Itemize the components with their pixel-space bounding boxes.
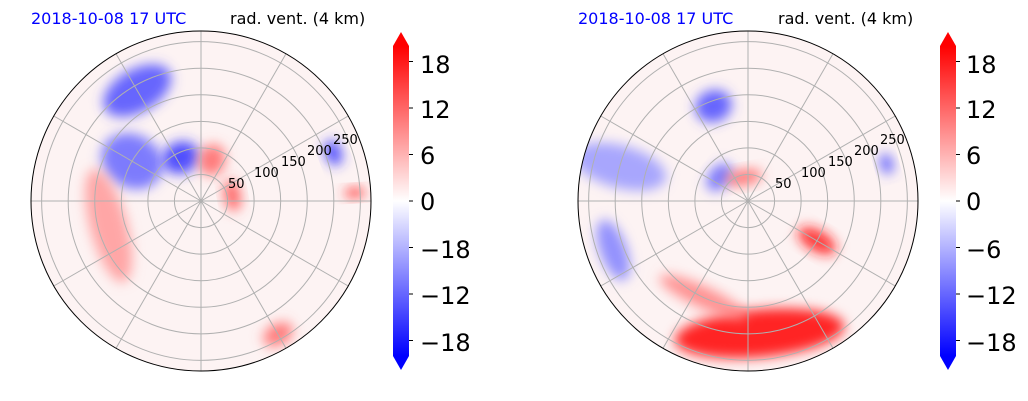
- panel-title-field: rad. vent. (4 km): [778, 9, 913, 28]
- colorbar-extend-bottom: [940, 356, 956, 370]
- colorbar-tick-label: 18: [966, 51, 997, 79]
- polar-frame: [577, 30, 919, 372]
- ring-labels: 50 100 150 200 250: [228, 133, 358, 192]
- blue-patch: [706, 163, 733, 192]
- colorbar-tick-label: 0: [966, 188, 981, 216]
- blue-patch: [324, 140, 343, 166]
- grid-spoke: [747, 115, 896, 202]
- red-patch: [725, 168, 763, 186]
- grid-spoke: [747, 53, 834, 202]
- ring-label: 150: [281, 155, 306, 170]
- polar-panel-left: 2018-10-08 17 UTC rad. vent. (4 km) 50 1…: [30, 9, 471, 372]
- ring-label: 100: [801, 166, 826, 181]
- colorbar-extend-top: [940, 32, 956, 46]
- colorbar-extend-top: [393, 32, 409, 46]
- ring-label: 200: [854, 144, 879, 159]
- grid-spoke: [200, 115, 349, 202]
- grid-spoke: [53, 115, 202, 202]
- grid-spoke: [115, 200, 202, 349]
- grid-spoke: [662, 200, 749, 349]
- ring-label: 150: [828, 155, 853, 170]
- grid-spoke: [115, 53, 202, 202]
- blue-patch: [879, 153, 894, 175]
- polar-panel-right: 2018-10-08 17 UTC rad. vent. (4 km) 50 1…: [577, 9, 1017, 372]
- colorbar-body: [393, 46, 409, 356]
- colorbar-extend-bottom: [393, 356, 409, 370]
- colorbar-body: [940, 46, 956, 356]
- panel-title-field: rad. vent. (4 km): [230, 9, 365, 28]
- panel-title-time: 2018-10-08 17 UTC: [31, 9, 186, 28]
- ring-label: 50: [775, 177, 792, 192]
- grid-spoke: [200, 200, 287, 349]
- colorbar-tick-label: −12: [420, 282, 471, 310]
- colorbar-tick-label: 0: [420, 188, 435, 216]
- colorbar-tick-label: 6: [966, 142, 981, 170]
- ring-labels: 50 100 150 200 250: [775, 133, 905, 192]
- ring-label: 200: [307, 144, 332, 159]
- colorbar-tick-label: −18: [966, 329, 1017, 357]
- colorbar-tick-label: 12: [420, 96, 451, 124]
- ring-label: 100: [254, 166, 279, 181]
- grid-spoke: [200, 200, 349, 287]
- colorbar-tick-label: 12: [966, 96, 997, 124]
- grid-spoke: [200, 53, 287, 202]
- colorbar-tick-label: −18: [420, 329, 471, 357]
- grid-spoke: [600, 115, 749, 202]
- colorbar: 18 12 6 0 −6 −12 −18: [940, 32, 1017, 370]
- red-patch: [224, 179, 241, 212]
- red-patch: [85, 169, 133, 283]
- colorbar: 18 12 6 0 −18 −12 −18: [393, 32, 471, 370]
- red-patch: [198, 144, 226, 176]
- polar-frame: [30, 30, 372, 372]
- colorbar-tick-label: 6: [420, 142, 435, 170]
- colorbar-tick-label: −6: [966, 236, 1001, 264]
- colorbar-tick-label: 18: [420, 51, 451, 79]
- ring-label: 50: [228, 177, 245, 192]
- colorbar-tick-label: −18: [420, 236, 471, 264]
- ring-label: 250: [333, 133, 358, 148]
- polar-grid: [578, 31, 918, 371]
- ring-label: 250: [880, 133, 905, 148]
- panel-title-time: 2018-10-08 17 UTC: [578, 9, 733, 28]
- blue-patch: [596, 219, 630, 281]
- grid-spoke: [747, 200, 896, 287]
- grid-spoke: [662, 53, 749, 202]
- grid-spoke: [747, 200, 834, 349]
- grid-spoke: [53, 200, 202, 287]
- polar-grid: [31, 31, 371, 371]
- grid-spoke: [600, 200, 749, 287]
- colorbar-tick-label: −12: [966, 282, 1017, 310]
